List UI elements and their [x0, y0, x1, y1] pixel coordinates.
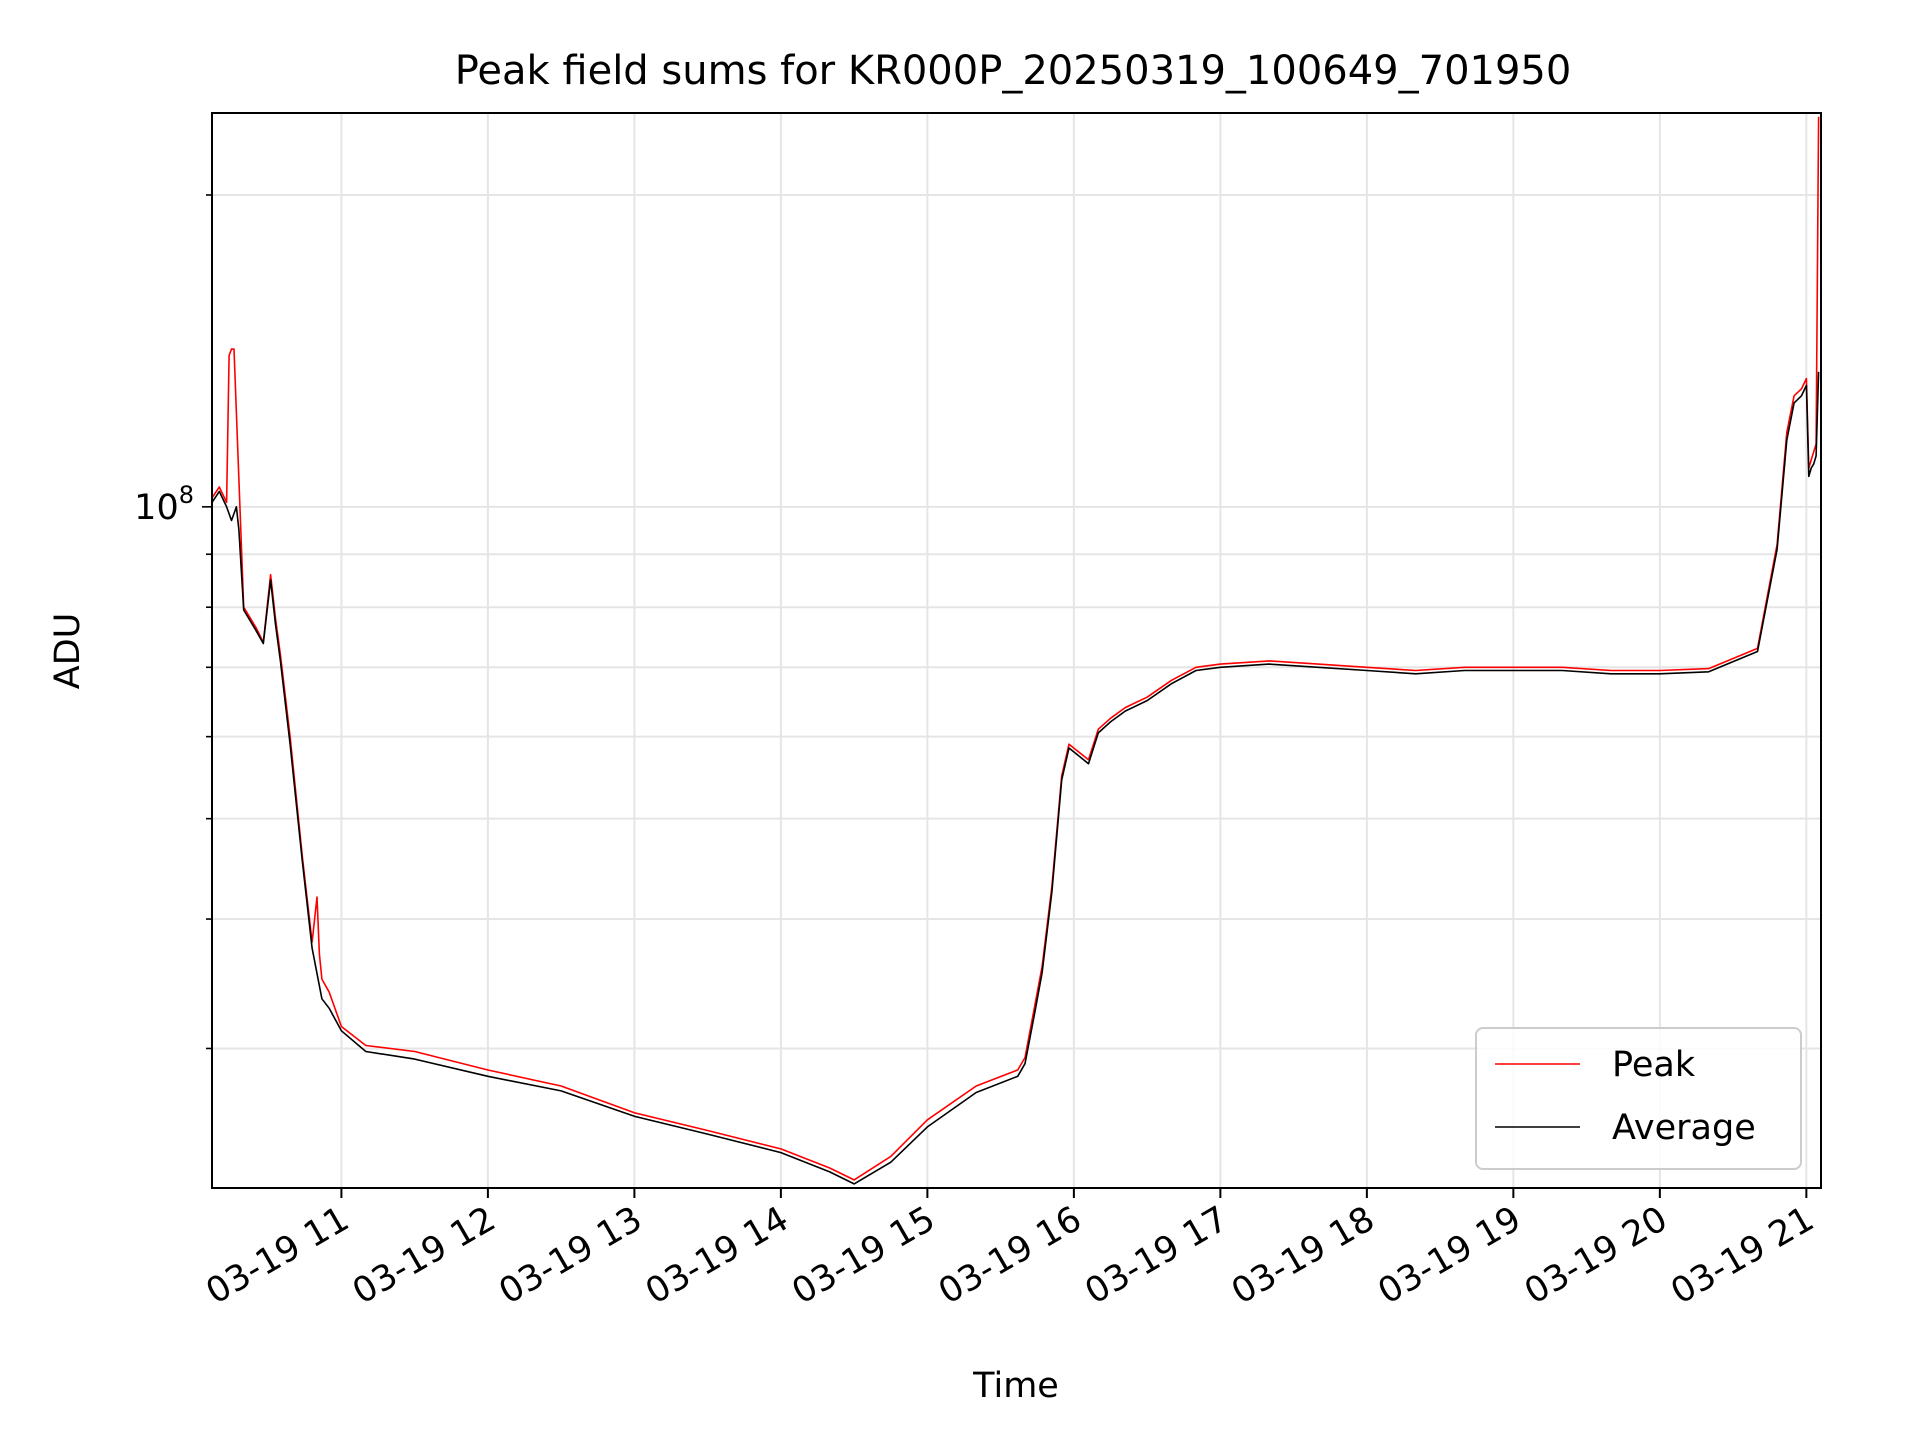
grid-lines [212, 113, 1821, 1188]
legend-label-average: Average [1612, 1108, 1756, 1148]
legend-label-peak: Peak [1612, 1045, 1696, 1085]
chart-title: Peak field sums for KR000P_20250319_1006… [455, 48, 1572, 94]
legend: Peak Average [1475, 1027, 1802, 1170]
series-line-average [211, 371, 1820, 1185]
plot-frame [211, 112, 1822, 1189]
y-tick-label-base: 10 [134, 488, 179, 528]
plot-series [211, 116, 1820, 1185]
y-tick-label: 108 [134, 481, 194, 528]
y-tick-label-exponent: 8 [179, 481, 194, 509]
y-axis-ticks: 108 [134, 194, 212, 1050]
y-axis-label: ADU [48, 613, 88, 690]
x-axis-label: Time [972, 1366, 1059, 1406]
